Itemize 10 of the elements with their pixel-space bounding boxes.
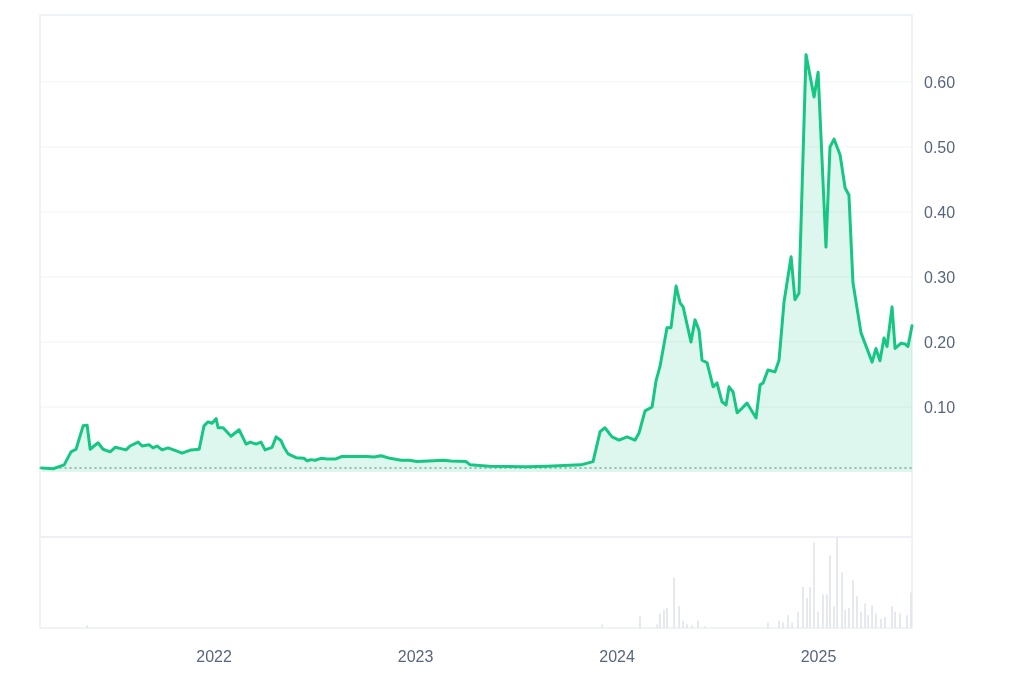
x-tick-label: 2023 bbox=[397, 648, 434, 665]
y-tick-label: 0.40 bbox=[924, 203, 956, 221]
y-tick-label: 0.10 bbox=[924, 398, 956, 416]
x-tick-label: 2024 bbox=[599, 648, 635, 665]
y-tick-label: 0.50 bbox=[924, 138, 956, 156]
x-tick-label: 2025 bbox=[800, 648, 837, 665]
y-tick-label: 0.60 bbox=[924, 73, 956, 91]
x-tick-label: 2022 bbox=[196, 648, 232, 665]
y-tick-label: 0.30 bbox=[924, 268, 956, 286]
y-tick-label: 0.20 bbox=[924, 333, 956, 351]
